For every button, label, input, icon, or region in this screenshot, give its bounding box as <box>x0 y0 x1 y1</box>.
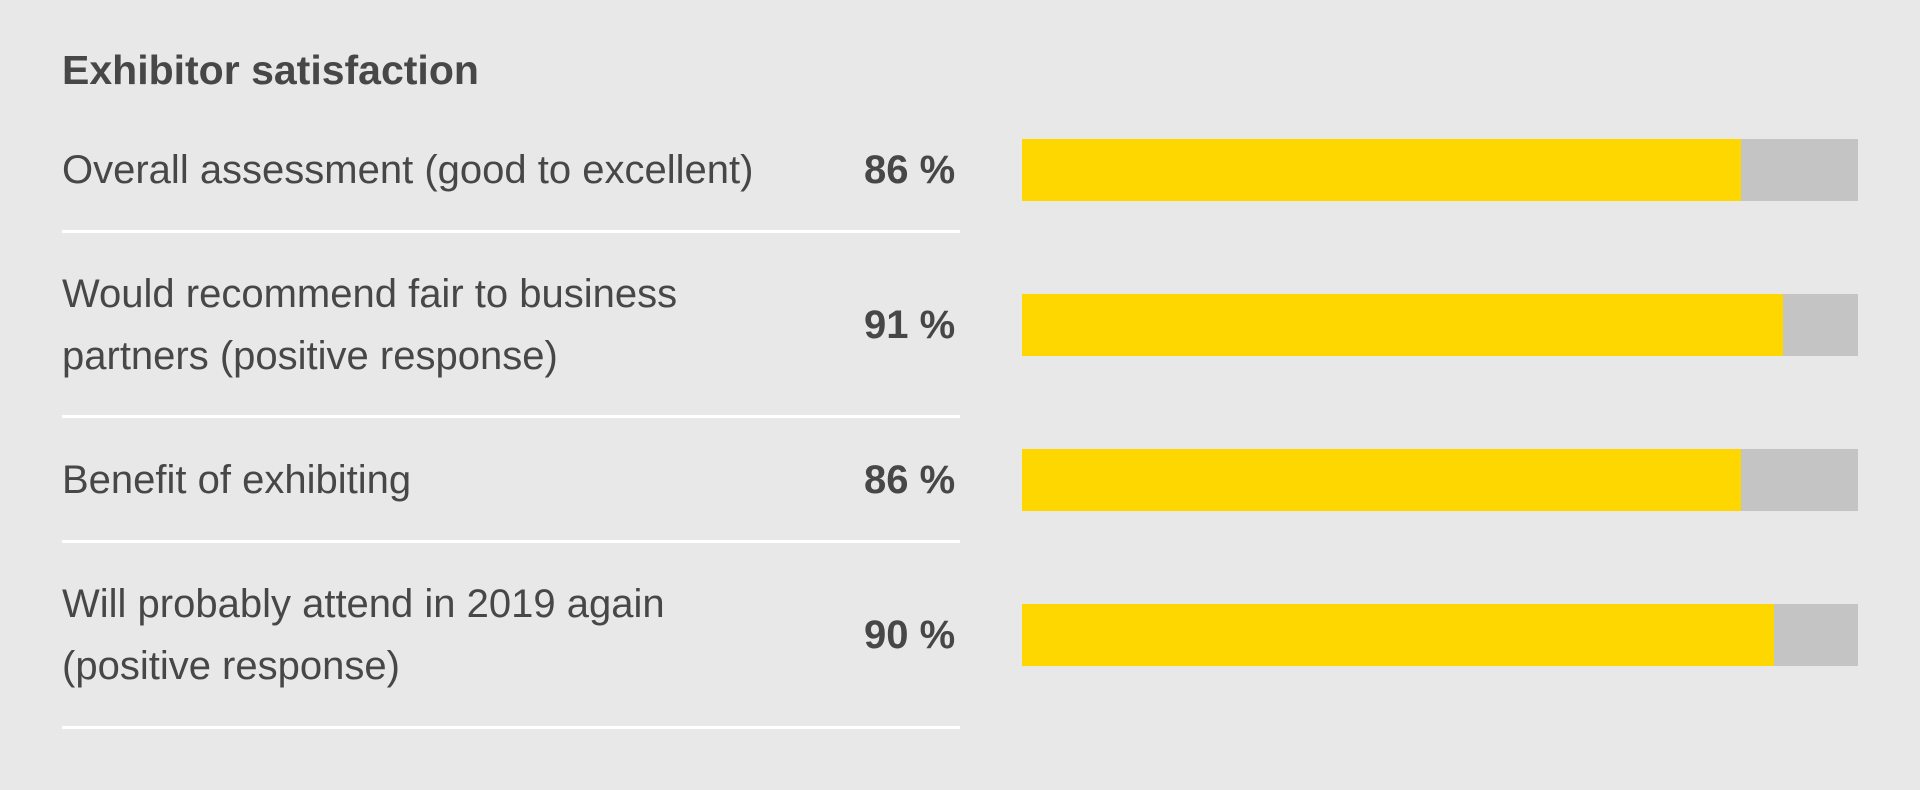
chart-title: Exhibitor satisfaction <box>62 47 479 93</box>
value-label: 91 % <box>864 303 956 347</box>
value-label: 86 % <box>864 148 956 192</box>
row-divider <box>62 230 960 233</box>
row-label: Benefit of exhibiting <box>62 449 862 511</box>
bar-fill <box>1022 449 1741 511</box>
row-label-line: Would recommend fair to business <box>62 272 678 316</box>
bar-track <box>1022 604 1858 666</box>
bar-track <box>1022 294 1858 356</box>
bar-fill <box>1022 604 1775 666</box>
row-label: Overall assessment (good to excellent) <box>62 139 862 201</box>
bar-track <box>1022 449 1858 511</box>
row-label-line: partners (positive response) <box>62 334 558 378</box>
row-label: Would recommend fair to business partner… <box>62 263 862 387</box>
row-label: Will probably attend in 2019 again (posi… <box>62 573 862 697</box>
value-label: 90 % <box>864 613 956 657</box>
row-label-line: Will probably attend in 2019 again <box>62 582 665 626</box>
row-label-line: Overall assessment (good to excellent) <box>62 148 754 192</box>
value-label: 86 % <box>864 458 956 502</box>
row-divider <box>62 726 960 729</box>
row-divider <box>62 415 960 418</box>
bar-fill <box>1022 139 1741 201</box>
bar-track <box>1022 139 1858 201</box>
bar-fill <box>1022 294 1783 356</box>
row-divider <box>62 540 960 543</box>
row-label-line: (positive response) <box>62 644 400 688</box>
row-label-line: Benefit of exhibiting <box>62 458 412 502</box>
